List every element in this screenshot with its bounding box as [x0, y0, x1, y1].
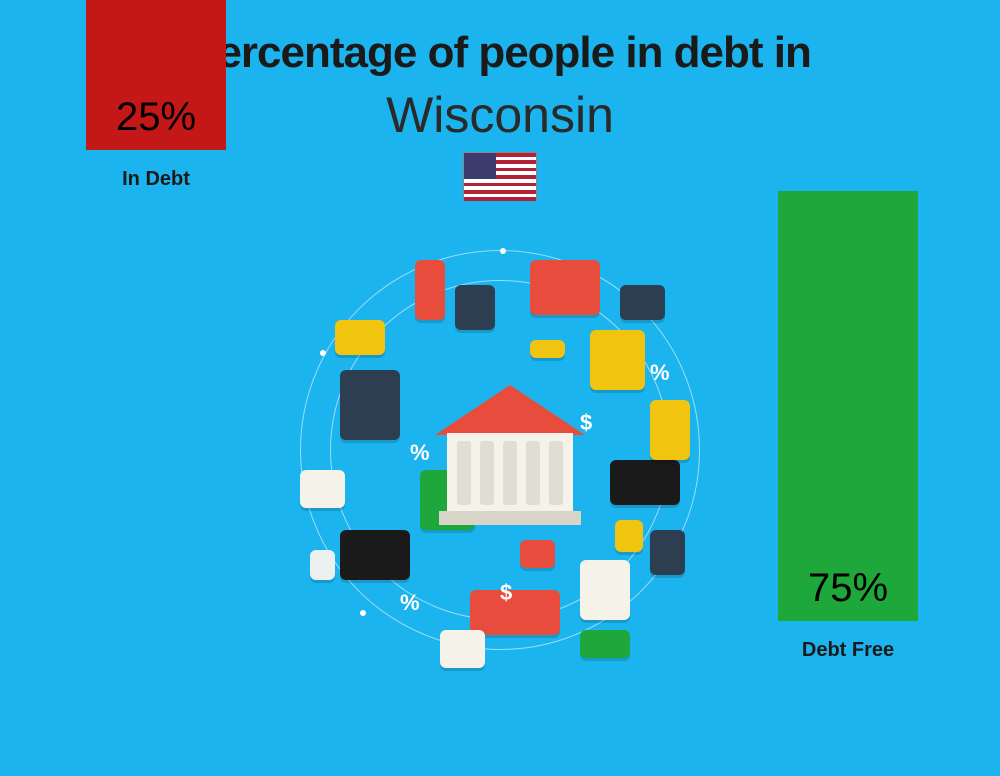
bar-debt-free: 75% Debt Free [778, 191, 918, 662]
bar-value-debt-free: 75% [808, 566, 888, 611]
grad-cap-icon [610, 460, 680, 505]
coins-icon [590, 330, 645, 390]
envelope-icon [335, 320, 385, 355]
bar-in-debt: 25% In Debt [86, 0, 226, 191]
bar-label-debt-free: Debt Free [778, 639, 918, 662]
briefcase-icon [340, 530, 410, 580]
car-icon [470, 590, 560, 635]
bar-value-in-debt: 25% [116, 95, 196, 140]
calculator2-icon [650, 530, 685, 575]
doc-icon [440, 630, 485, 668]
house-icon [530, 260, 600, 315]
finance-infographic: %%%$$ [280, 230, 720, 670]
key-icon [530, 340, 565, 358]
piggy-bank-icon [520, 540, 555, 568]
bill-icon [580, 630, 630, 658]
bank-icon [435, 385, 585, 535]
lock-open-icon [310, 550, 335, 580]
us-flag-icon [463, 152, 537, 200]
percent-icon: % [400, 590, 420, 616]
chart-icon [300, 470, 345, 508]
phone-icon [650, 400, 690, 460]
calculator-icon [455, 285, 495, 330]
bar-label-in-debt: In Debt [86, 168, 226, 191]
dollar-icon: $ [500, 580, 512, 606]
percent-icon: % [650, 360, 670, 386]
caduceus-icon [415, 260, 445, 320]
clipboard-icon [580, 560, 630, 620]
padlock-icon [615, 520, 643, 552]
safe-icon [340, 370, 400, 440]
camera-icon [620, 285, 665, 320]
percent-icon: % [410, 440, 430, 466]
